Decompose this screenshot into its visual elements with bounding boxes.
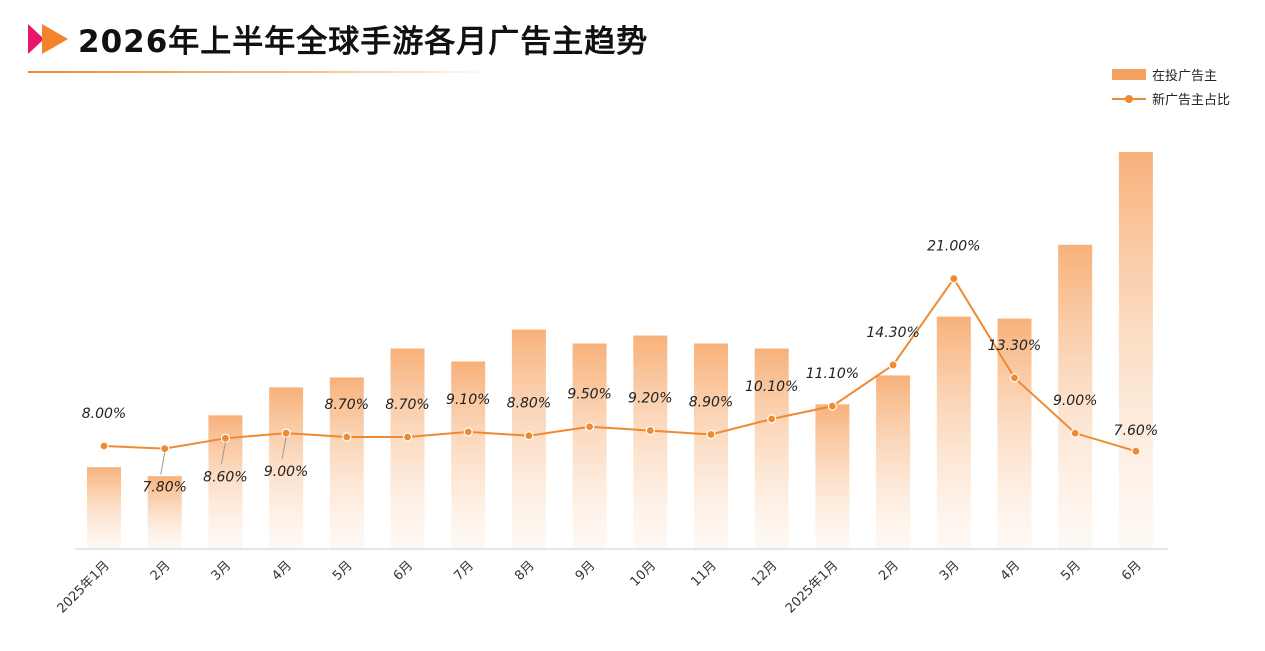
- brand-logo-icon: [28, 24, 68, 54]
- bar-16: [1058, 244, 1093, 549]
- legend-line-label: 新广告主占比: [1152, 92, 1231, 108]
- x-tick-label: 2025年1月: [55, 558, 113, 616]
- legend-bar-swatch: [1112, 68, 1146, 80]
- line-value-label: 8.70%: [325, 397, 369, 413]
- bar-1: [147, 476, 182, 549]
- bar-0: [87, 467, 121, 549]
- legend-item-bar: 在投广告主: [1112, 62, 1230, 86]
- x-tick-label: 6月: [391, 558, 417, 584]
- bar-14: [936, 316, 971, 549]
- line-value-label: 9.00%: [264, 464, 308, 480]
- value-labels: 8.00% 7.80% 8.60% 9.00% 8.70% 8.70% 9.10% 8.80%…: [82, 239, 1158, 496]
- x-tick-label: 6月: [1119, 558, 1145, 584]
- x-tick-label: 12月: [749, 558, 780, 589]
- bar-17: [1118, 151, 1153, 549]
- x-tick-label: 10月: [628, 558, 659, 589]
- bar-3: [269, 387, 304, 549]
- line-point-2: [220, 433, 230, 443]
- line-point-12: [827, 401, 838, 411]
- line-value-label: 9.10%: [446, 392, 490, 408]
- legend-item-line: 新广告主占比: [1112, 86, 1230, 110]
- bar-4: [329, 377, 364, 549]
- x-tick-label: 5月: [1058, 558, 1084, 584]
- line-point-4: [342, 432, 352, 442]
- bar-series: [87, 151, 1153, 549]
- bar-12: [815, 404, 850, 549]
- x-tick-label: 2月: [876, 558, 902, 584]
- x-axis: 2025年1月 2月 3月 4月 5月 6月 7月 8月 9月 10月 11月 12月 2025年1月 2…: [55, 548, 1168, 616]
- line-value-label: 10.10%: [745, 379, 798, 395]
- x-tick-label: 9月: [573, 558, 599, 584]
- line-value-label: 8.60%: [203, 469, 247, 485]
- line-point-0: [99, 441, 109, 451]
- x-tick-label: 4月: [998, 558, 1024, 584]
- line-point-9: [645, 425, 655, 436]
- line-path: [103, 276, 1137, 453]
- line-value-label: 8.00%: [82, 406, 126, 422]
- x-tick-label: 8月: [512, 558, 538, 584]
- x-tick-label: 5月: [330, 558, 356, 584]
- label-leader-line: [160, 452, 166, 475]
- bar-6: [451, 361, 486, 549]
- line-value-label: 7.60%: [1114, 423, 1158, 439]
- legend-line-swatch: [1112, 93, 1146, 104]
- line-value-label: 9.20%: [628, 391, 672, 407]
- bar-13: [876, 375, 911, 549]
- x-tick-label: 3月: [209, 558, 235, 584]
- line-point-16: [1070, 428, 1080, 438]
- line-value-label: 7.80%: [142, 480, 186, 496]
- label-leader-line: [281, 437, 287, 460]
- line-value-label: 9.00%: [1053, 393, 1097, 409]
- x-tick-label: 2025年1月: [783, 558, 841, 616]
- bar-10: [694, 343, 728, 549]
- line-point-3: [281, 428, 291, 438]
- line-point-14: [949, 274, 959, 284]
- line-value-label: 14.30%: [866, 325, 919, 341]
- bar-15: [997, 318, 1032, 549]
- line-value-label: 8.90%: [689, 394, 733, 410]
- line-series: [99, 274, 1141, 456]
- line-value-label: 9.50%: [567, 387, 611, 403]
- line-value-label: 11.10%: [806, 366, 859, 382]
- line-point-8: [584, 422, 595, 432]
- x-tick-label: 7月: [451, 558, 477, 584]
- label-leader-line: [220, 442, 226, 465]
- line-point-1: [160, 444, 170, 454]
- bar-11: [754, 348, 789, 549]
- chart-title: 2026年上半年全球手游各月广告主趋势: [78, 24, 649, 60]
- line-value-label: 21.00%: [927, 239, 980, 255]
- legend-bar-label: 在投广告主: [1152, 68, 1218, 84]
- line-value-label: 8.80%: [507, 396, 551, 412]
- bar-8: [572, 343, 607, 549]
- x-tick-label: 4月: [269, 558, 295, 584]
- line-point-17: [1131, 446, 1141, 456]
- x-tick-label: 2月: [148, 558, 174, 584]
- line-point-6: [463, 427, 473, 437]
- line-point-5: [402, 432, 413, 442]
- title-underline: [28, 71, 498, 73]
- bar-5: [390, 348, 425, 549]
- line-point-7: [524, 431, 534, 441]
- chart-legend: 在投广告主 新广告主占比: [1112, 62, 1230, 110]
- bar-9: [633, 335, 668, 549]
- line-point-10: [706, 429, 716, 440]
- line-point-15: [1009, 373, 1020, 383]
- line-value-label: 8.70%: [385, 397, 429, 413]
- x-tick-label: 3月: [937, 558, 963, 584]
- line-value-label: 13.30%: [988, 338, 1041, 354]
- line-point-11: [767, 414, 777, 424]
- line-point-13: [888, 360, 898, 370]
- x-tick-label: 11月: [688, 558, 719, 589]
